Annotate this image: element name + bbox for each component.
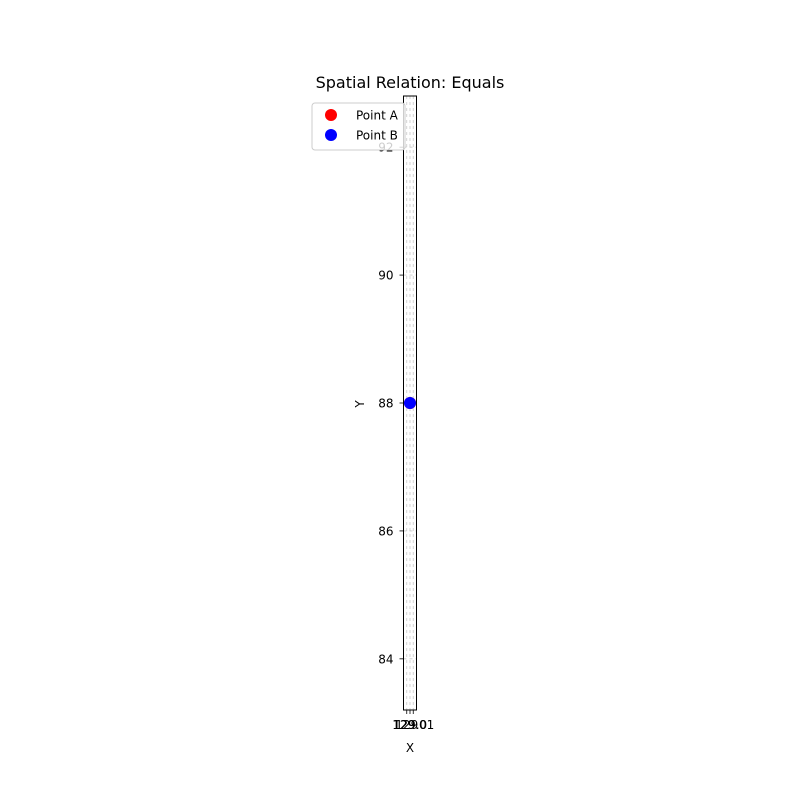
data-point-point-b (404, 397, 416, 409)
legend-label-point-b: Point B (356, 129, 398, 143)
y-tick-label: 90 (378, 269, 393, 283)
legend: Point A Point B (311, 102, 406, 151)
legend-marker-point-a (325, 109, 337, 121)
data-points (404, 397, 416, 409)
y-axis-ticks: 8486889092 (378, 141, 404, 666)
x-tick-label: 129.01 (392, 718, 434, 732)
y-tick-label: 86 (378, 524, 393, 538)
legend-label-point-a: Point A (356, 109, 399, 123)
x-axis-label: X (406, 741, 414, 755)
y-tick-label: 88 (378, 397, 393, 411)
x-tick-label: 129 (395, 718, 418, 732)
x-tick-label: 129.0 (393, 718, 427, 732)
y-tick-label: 84 (378, 652, 393, 666)
y-axis-label: Y (353, 400, 367, 409)
chart-title: Spatial Relation: Equals (316, 73, 505, 92)
legend-marker-point-b (325, 129, 337, 141)
